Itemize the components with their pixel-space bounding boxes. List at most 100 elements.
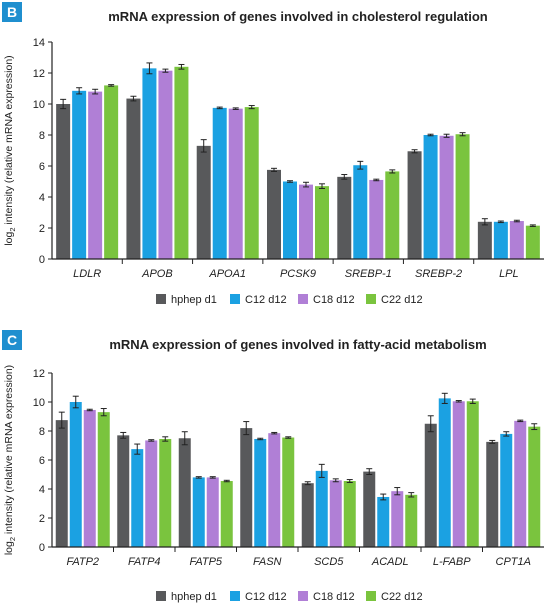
y-tick-label: 0: [39, 542, 45, 554]
legend-swatch-C18-d12: [298, 591, 308, 601]
bar-LPL-C22-d12: [525, 225, 540, 259]
bar-APOB-C22-d12: [174, 66, 189, 259]
legend-label: C22 d12: [381, 294, 423, 306]
legend-label: C22 d12: [381, 591, 423, 603]
x-tick-label: FATP5: [189, 556, 222, 568]
bar-FATP2-hphep-d1: [55, 420, 68, 547]
x-tick-label: CPT1A: [496, 556, 531, 568]
chart-title: mRNA expression of genes involved in cho…: [108, 9, 488, 24]
x-tick-label: APOA1: [208, 268, 246, 280]
y-tick-label: 2: [39, 513, 45, 525]
bar-APOA1-C18-d12: [228, 108, 243, 260]
y-axis-label-subscript: 2: [8, 227, 17, 231]
y-axis-label: log2 intensity (relative mRNA expression…: [3, 365, 17, 555]
bar-APOA1-C12-d12: [212, 107, 227, 259]
y-tick-label: 6: [39, 455, 45, 467]
x-tick-label: LPL: [499, 268, 519, 280]
legend-label: hphep d1: [171, 591, 217, 603]
y-tick-label: 0: [39, 254, 45, 266]
bar-FATP2-C22-d12: [97, 412, 110, 547]
bar-SREBP-1-C12-d12: [353, 165, 368, 259]
bar-FATP4-hphep-d1: [117, 435, 130, 547]
bar-LPL-C12-d12: [493, 221, 508, 259]
y-tick-label: 12: [33, 68, 45, 80]
bar-SREBP-2-C12-d12: [423, 135, 438, 259]
bar-SCD5-C22-d12: [343, 481, 356, 547]
y-axis-label: log2 intensity (relative mRNA expression…: [3, 55, 17, 245]
bar-FASN-C18-d12: [268, 433, 281, 547]
bar-FATP5-C22-d12: [220, 481, 233, 547]
bar-FATP4-C18-d12: [145, 440, 158, 547]
bar-CPT1A-hphep-d1: [486, 441, 499, 547]
bar-PCSK9-C12-d12: [283, 181, 297, 259]
x-tick-label: L-FABP: [433, 556, 471, 568]
chart-title: mRNA expression of genes involved in fat…: [109, 337, 486, 352]
bar-CPT1A-C22-d12: [528, 426, 541, 547]
bar-CPT1A-C12-d12: [500, 433, 513, 547]
bar-SREBP-1-C18-d12: [369, 179, 384, 259]
bar-SCD5-C12-d12: [315, 470, 328, 547]
bar-ACADL-C22-d12: [405, 494, 418, 547]
legend-swatch-C12-d12: [230, 591, 240, 601]
y-tick-label: 6: [39, 161, 45, 173]
y-tick-label: 2: [39, 223, 45, 235]
bar-SREBP-2-C22-d12: [455, 134, 470, 259]
bar-LDLR-hphep-d1: [56, 104, 71, 259]
bar-SREBP-2-C18-d12: [439, 135, 454, 259]
y-tick-label: 14: [33, 37, 45, 49]
y-tick-label: 10: [33, 397, 45, 409]
bar-LPL-hphep-d1: [477, 221, 492, 259]
bar-LDLR-C12-d12: [72, 90, 87, 259]
x-tick-label: LDLR: [73, 268, 101, 280]
legend-label: C18 d12: [313, 294, 355, 306]
x-tick-label: FATP2: [66, 556, 99, 568]
bar-APOB-hphep-d1: [126, 98, 141, 259]
bar-APOB-C12-d12: [142, 68, 157, 259]
y-axis-label-subscript: 2: [8, 537, 17, 541]
bar-PCSK9-hphep-d1: [267, 169, 281, 259]
x-tick-label: SREBP-2: [415, 268, 462, 280]
legend-swatch-C12-d12: [230, 294, 240, 304]
y-axis-label-prefix: log: [3, 541, 15, 555]
bar-FATP2-C12-d12: [69, 402, 82, 547]
panel-label-b: B: [2, 2, 22, 22]
y-axis-label-text: intensity (relative mRNA expression): [3, 365, 15, 537]
x-tick-label: ACADL: [371, 556, 409, 568]
x-tick-label: SCD5: [314, 556, 344, 568]
bar-L-FABP-C22-d12: [466, 401, 479, 547]
y-tick-label: 4: [39, 192, 45, 204]
bar-FASN-C12-d12: [254, 438, 267, 547]
bar-FATP2-C18-d12: [83, 409, 96, 547]
bar-FATP5-C18-d12: [206, 477, 219, 547]
bar-SREBP-2-hphep-d1: [407, 151, 422, 259]
bar-PCSK9-C18-d12: [299, 184, 313, 259]
bar-FASN-hphep-d1: [240, 428, 253, 547]
bar-L-FABP-C18-d12: [452, 401, 465, 547]
bar-CPT1A-C18-d12: [514, 420, 527, 547]
legend-swatch-C22-d12: [366, 294, 376, 304]
bar-LDLR-C22-d12: [104, 85, 119, 260]
y-axis-label-prefix: log: [3, 231, 15, 245]
y-tick-label: 12: [33, 368, 45, 380]
x-tick-label: FATP4: [128, 556, 161, 568]
x-tick-label: PCSK9: [280, 268, 316, 280]
x-tick-label: FASN: [253, 556, 282, 568]
bar-APOB-C18-d12: [158, 70, 173, 259]
y-tick-label: 4: [39, 484, 45, 496]
bar-FATP5-C12-d12: [192, 477, 205, 547]
chart-c-svg: mRNA expression of genes involved in fat…: [3, 337, 544, 603]
bar-ACADL-hphep-d1: [363, 471, 376, 547]
bar-SCD5-hphep-d1: [301, 483, 314, 547]
chart-panel-c: C mRNA expression of genes involved in f…: [0, 328, 550, 606]
y-tick-label: 10: [33, 99, 45, 111]
bar-LDLR-C18-d12: [88, 91, 103, 259]
legend-swatch-hphep-d1: [156, 294, 166, 304]
bar-SREBP-1-C22-d12: [385, 171, 400, 259]
y-tick-label: 8: [39, 130, 45, 142]
x-tick-label: APOB: [141, 268, 173, 280]
bar-APOA1-C22-d12: [244, 107, 259, 259]
bar-FATP4-C12-d12: [131, 449, 144, 547]
bar-FATP5-hphep-d1: [178, 438, 191, 547]
y-axis-label-text: intensity (relative mRNA expression): [3, 55, 15, 227]
bar-FATP4-C22-d12: [159, 438, 172, 547]
